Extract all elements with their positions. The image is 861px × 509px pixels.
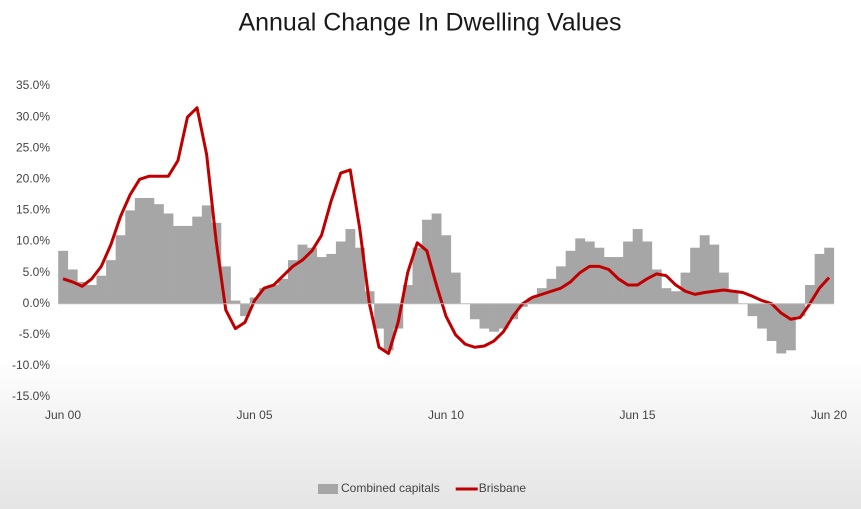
bar	[345, 229, 356, 304]
bar	[355, 247, 365, 304]
bar	[469, 303, 480, 320]
bar	[671, 291, 681, 304]
bar	[201, 205, 212, 304]
bar	[153, 204, 164, 304]
bar	[527, 297, 538, 304]
bar	[699, 235, 710, 304]
x-tick-label: Jun 15	[619, 408, 655, 422]
bar	[173, 225, 183, 304]
bar	[412, 247, 423, 304]
y-tick-label: -15.0%	[12, 389, 50, 403]
bar	[766, 303, 777, 342]
bar	[115, 235, 126, 304]
y-tick-label: 10.0%	[16, 234, 50, 248]
bar	[278, 278, 289, 304]
y-tick-label: 0.0%	[23, 296, 51, 310]
bar	[106, 260, 116, 304]
bar	[163, 213, 174, 304]
bar	[757, 303, 768, 329]
x-tick-label: Jun 10	[428, 408, 464, 422]
bar	[603, 257, 614, 304]
x-tick-label: Jun 00	[45, 408, 81, 422]
bar	[441, 235, 452, 304]
bar	[77, 281, 88, 304]
bar	[680, 272, 691, 304]
bar	[422, 219, 432, 304]
bar	[556, 266, 566, 304]
chart-title: Annual Change In Dwelling Values	[238, 9, 621, 37]
bar	[824, 247, 835, 304]
bar	[776, 303, 787, 354]
bar	[86, 285, 97, 304]
bar	[785, 303, 796, 351]
bar	[268, 285, 279, 304]
bar	[297, 244, 308, 304]
bar	[805, 285, 815, 304]
y-tick-label: 30.0%	[16, 109, 50, 123]
line	[62, 106, 831, 355]
bar	[747, 303, 758, 317]
bar	[240, 303, 251, 317]
bar	[259, 288, 270, 304]
bar	[67, 269, 78, 304]
bar	[125, 210, 136, 304]
bar	[58, 250, 69, 304]
bar	[288, 260, 298, 304]
bar	[431, 213, 442, 304]
x-tick-label: Jun 20	[811, 408, 847, 422]
bar	[728, 291, 739, 304]
bar	[316, 257, 327, 304]
bar	[536, 288, 547, 304]
y-tick-label: 5.0%	[23, 265, 51, 279]
legend-label: Brisbane	[479, 481, 527, 495]
bar	[211, 222, 222, 304]
bar	[489, 303, 499, 332]
legend-swatch	[318, 484, 338, 494]
bar	[632, 229, 643, 304]
bar	[307, 247, 318, 304]
y-tick-label: -5.0%	[19, 327, 51, 341]
bar	[96, 275, 107, 304]
bar	[709, 244, 720, 304]
y-tick-label: 15.0%	[16, 203, 50, 217]
bar	[383, 303, 394, 351]
bar	[220, 266, 231, 304]
bar	[402, 285, 413, 304]
bar	[192, 216, 203, 304]
bar	[134, 197, 145, 304]
bar	[335, 241, 346, 304]
bar	[508, 303, 519, 320]
bar	[594, 247, 605, 304]
bar	[661, 288, 672, 304]
x-tick-label: Jun 05	[236, 408, 272, 422]
bar	[651, 269, 662, 304]
bar	[565, 250, 576, 304]
bar	[642, 241, 653, 304]
legend-label: Combined capitals	[341, 481, 440, 495]
y-tick-label: 20.0%	[16, 171, 50, 185]
bar	[374, 303, 385, 329]
bar	[498, 303, 509, 329]
y-tick-label: 25.0%	[16, 140, 50, 154]
bar	[450, 272, 461, 304]
y-tick-label: -10.0%	[12, 358, 50, 372]
bar	[814, 253, 825, 304]
bar	[479, 303, 490, 329]
bar	[623, 241, 634, 304]
bar	[230, 300, 241, 304]
bar	[182, 225, 193, 304]
bar	[144, 197, 155, 304]
bar	[584, 241, 595, 304]
bar	[690, 247, 701, 304]
y-tick-label: 35.0%	[16, 78, 50, 92]
bar	[326, 253, 337, 304]
bar	[795, 303, 806, 317]
bar	[718, 272, 729, 304]
